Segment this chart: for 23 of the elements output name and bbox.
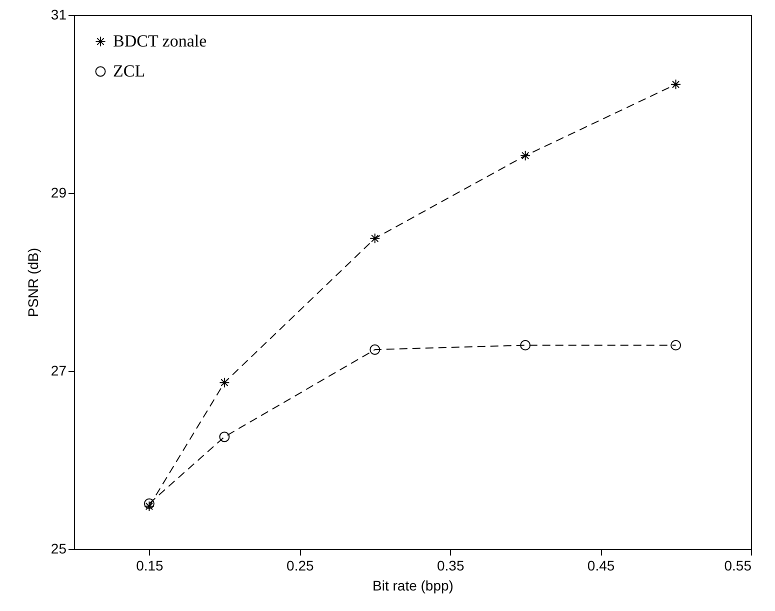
x-tick-label: 0.55 <box>724 558 752 574</box>
x-tick-label: 0.35 <box>436 558 464 574</box>
y-tick-label: 29 <box>50 184 67 200</box>
point <box>670 79 682 90</box>
point <box>520 150 531 161</box>
point <box>219 432 230 442</box>
x-tick-label: 0.25 <box>286 558 314 574</box>
y-tick-label: 27 <box>50 362 67 378</box>
point <box>219 377 230 388</box>
point <box>370 233 380 244</box>
y-tick-label: 25 <box>50 540 67 556</box>
x-tick-label: 0.45 <box>587 558 615 574</box>
x-tick-label: 0.15 <box>136 558 164 574</box>
legend-label: BDCT zonale <box>113 32 207 50</box>
point <box>144 501 154 512</box>
point <box>370 344 380 355</box>
legend-label: ZCL <box>113 62 146 80</box>
point <box>144 498 154 509</box>
y-axis-title: PSNR (dB) <box>24 248 41 318</box>
point <box>670 340 682 350</box>
point <box>520 340 531 350</box>
y-tick-label: 31 <box>50 6 67 22</box>
x-axis-title: Bit rate (bpp) <box>372 578 454 594</box>
